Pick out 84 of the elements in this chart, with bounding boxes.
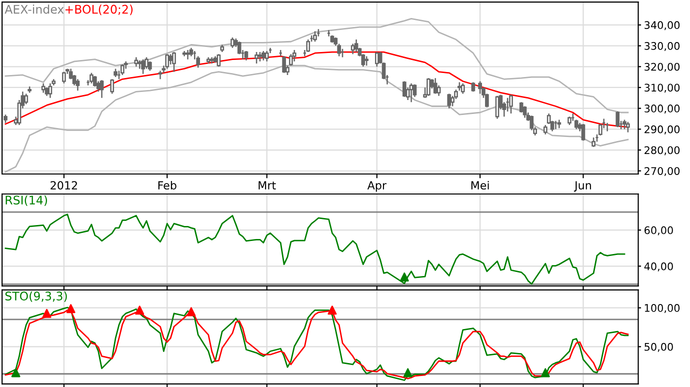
candlestick [581, 123, 586, 142]
candlestick [364, 56, 368, 66]
candlestick [306, 38, 310, 53]
candlestick [110, 78, 114, 94]
candlestick [254, 51, 258, 64]
candlestick [120, 64, 124, 76]
candlestick [292, 49, 296, 62]
candlestick [168, 54, 172, 66]
candlestick [165, 54, 170, 70]
x-tick-label: 2012 [50, 181, 77, 190]
chart-title: AEX-index [4, 4, 64, 14]
point [403, 368, 412, 378]
candlestick [41, 82, 46, 94]
point [540, 368, 550, 378]
candlestick [447, 93, 452, 109]
point [66, 304, 76, 314]
candlestick [460, 82, 465, 94]
line-series [4, 214, 626, 285]
y-tick-label: 100,00 [644, 304, 680, 313]
candlestick [148, 60, 152, 72]
candlestick [258, 51, 262, 62]
candlestick [141, 58, 145, 75]
candlestick [244, 50, 248, 62]
y-tick-label: 320,00 [644, 62, 680, 72]
y-tick-label: 280,00 [644, 146, 680, 156]
candlestick [592, 136, 596, 148]
candlestick [374, 51, 379, 68]
x-tick-label: Jun [574, 181, 591, 192]
candlestick [622, 119, 626, 130]
candlestick [172, 51, 176, 72]
candlestick [216, 54, 221, 68]
candlestick [436, 84, 441, 96]
candlestick [433, 77, 438, 94]
candlestick [626, 121, 630, 133]
x-tick-label: Apr [367, 181, 387, 192]
y-tick-label: 290,00 [644, 125, 680, 134]
candlestick [264, 50, 269, 62]
y-tick-label: 40,00 [644, 262, 673, 272]
candlestick [522, 106, 527, 118]
candlestick [48, 82, 52, 99]
y-tick-label: 340,00 [644, 21, 680, 30]
candlestick [402, 80, 406, 98]
candlestick [519, 101, 524, 114]
candlestick [478, 80, 482, 94]
candlestick [186, 49, 190, 60]
candlestick [93, 75, 97, 88]
candlestick [313, 30, 317, 42]
candlestick [350, 43, 355, 55]
candlestick [426, 77, 430, 96]
candlestick [616, 110, 620, 128]
candlestick [76, 78, 80, 92]
chart-title: STO(9,3,3) [5, 291, 67, 302]
candlestick [543, 124, 548, 136]
candlestick [230, 36, 234, 48]
line-series [4, 18, 629, 114]
x-tick-label: Mrt [258, 181, 276, 190]
candlestick [24, 93, 28, 105]
y-tick-label: 270,00 [644, 167, 680, 176]
point [11, 368, 20, 378]
candlestick [289, 54, 293, 66]
x-tick-label: Mei [471, 180, 489, 190]
point [328, 306, 337, 315]
candlestick [495, 95, 500, 120]
candlestick [100, 80, 104, 99]
text: +BOL(20;2) [65, 4, 133, 16]
point [186, 307, 196, 316]
candlestick [282, 56, 286, 74]
y-tick-label: 310,00 [644, 84, 680, 93]
candlestick [262, 50, 266, 62]
y-tick-label: 60,00 [644, 226, 673, 236]
x-tick-label: Feb [158, 180, 176, 190]
y-tick-label: 330,00 [644, 42, 680, 51]
candlestick [354, 38, 358, 53]
candlestick [62, 71, 66, 84]
point [135, 306, 144, 315]
candlestick [409, 82, 414, 103]
y-tick-label: 300,00 [644, 104, 680, 114]
point [42, 308, 52, 318]
chart-title: RSI(14) [6, 195, 48, 206]
candlestick [509, 94, 513, 114]
candlestick [90, 72, 94, 84]
y-tick-label: 50,00 [644, 342, 673, 352]
line-series [4, 64, 629, 173]
line-series [4, 51, 629, 128]
